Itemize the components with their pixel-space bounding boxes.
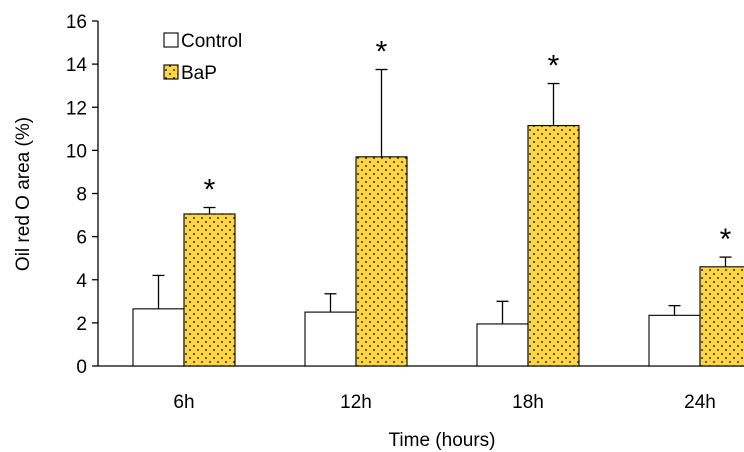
bar-control bbox=[648, 314, 701, 367]
y-tick-label: 14 bbox=[66, 55, 88, 76]
y-tick-label: 10 bbox=[66, 141, 87, 162]
y-tick-label: 0 bbox=[76, 357, 87, 378]
legend-swatch-bap bbox=[163, 64, 179, 80]
y-tick-label: 2 bbox=[76, 314, 87, 335]
bars bbox=[132, 68, 744, 367]
labels: 0 2 4 6 8 10 12 14 16 6h 12h 18h 24h * * * * bbox=[66, 12, 732, 413]
legend: Control BaP bbox=[163, 31, 242, 84]
significance-marker: * bbox=[376, 36, 388, 69]
x-tick-label: 6h bbox=[173, 392, 194, 413]
significance-marker: * bbox=[204, 174, 216, 207]
bar-bap bbox=[355, 156, 408, 367]
y-tick-label: 8 bbox=[76, 185, 87, 206]
y-tick-label: 6 bbox=[76, 228, 87, 249]
x-axis-title: Time (hours) bbox=[389, 430, 496, 451]
y-tick-label: 16 bbox=[66, 12, 87, 33]
bar-bap bbox=[527, 125, 580, 367]
y-tick-label: 12 bbox=[66, 98, 87, 119]
x-tick-label: 24h bbox=[684, 392, 716, 413]
significance-marker: * bbox=[548, 50, 560, 83]
bar-control bbox=[132, 308, 185, 367]
x-tick-label: 12h bbox=[340, 392, 372, 413]
bar-control bbox=[304, 311, 357, 367]
bar-bap bbox=[183, 213, 236, 367]
legend-label-control: Control bbox=[181, 31, 242, 52]
legend-label-bap: BaP bbox=[181, 63, 217, 84]
y-axis-title: Oil red O area (%) bbox=[13, 117, 34, 271]
bar-bap bbox=[699, 266, 744, 367]
legend-swatch-control bbox=[163, 32, 179, 48]
bar-control bbox=[476, 323, 529, 367]
significance-marker: * bbox=[720, 223, 732, 256]
y-tick-label: 4 bbox=[76, 271, 87, 292]
x-tick-label: 18h bbox=[512, 392, 544, 413]
